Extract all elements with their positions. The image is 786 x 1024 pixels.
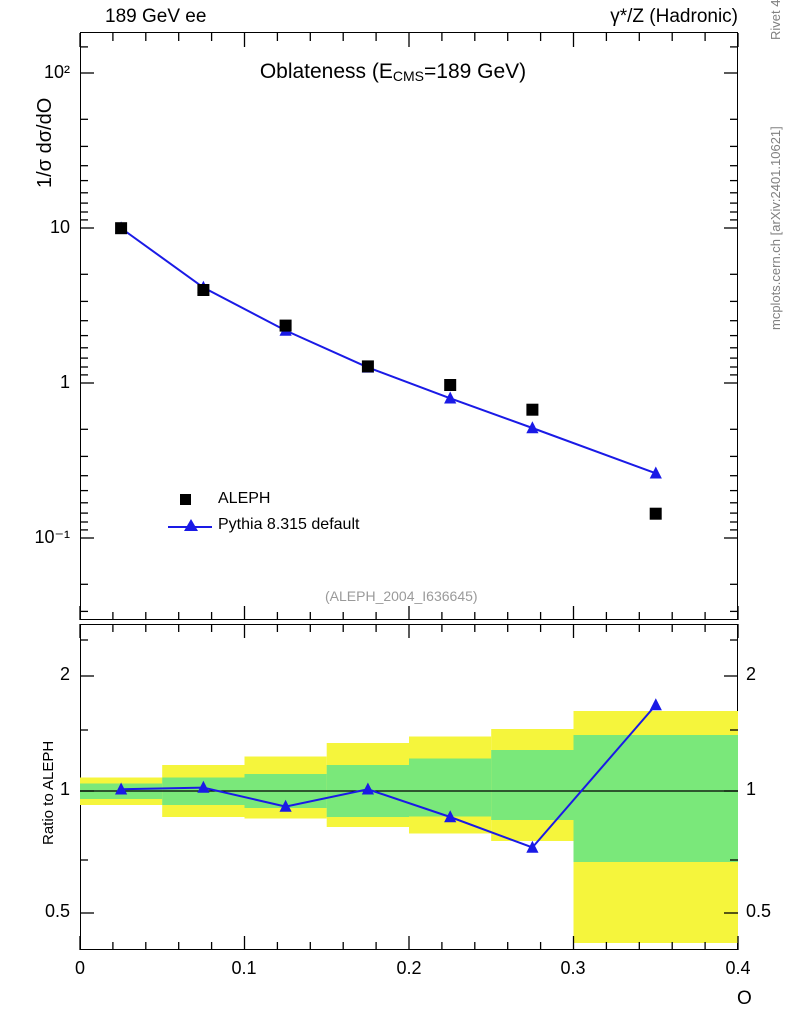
plot-title: Oblateness (ECMS=189 GeV) xyxy=(0,60,786,84)
xtick-0p4: 0.4 xyxy=(725,958,751,978)
ratio-ytick-0p5-right: 0.5 xyxy=(746,901,772,921)
main-axis-ticks xyxy=(79,33,739,620)
legend-square-marker-icon xyxy=(180,494,191,505)
ratio-ytick-1-right: 1 xyxy=(746,779,757,799)
header-right-label: γ*/Z (Hadronic) xyxy=(610,6,738,27)
xtick-0: 0 xyxy=(74,958,85,978)
plot-title-rest: =189 GeV) xyxy=(424,60,527,83)
plot-title-main: Oblateness (E xyxy=(259,60,393,83)
ratio-axis-ticks xyxy=(79,624,739,950)
ratio-markers-pythia xyxy=(115,698,662,853)
plot-title-subscript: CMS xyxy=(392,68,425,84)
ratio-ytick-2-right: 2 xyxy=(746,664,757,684)
main-ytick-0p1: 10⁻¹ xyxy=(34,527,70,547)
analysis-id-watermark: (ALEPH_2004_I636645) xyxy=(325,588,478,604)
legend-label-pythia: Pythia 8.315 default xyxy=(218,516,360,533)
data-markers-aleph xyxy=(115,222,662,520)
ratio-ytick-2-left: 2 xyxy=(59,664,70,684)
main-ytick-100: 10² xyxy=(43,62,70,82)
legend-triangle-marker-icon xyxy=(184,519,198,531)
ratio-ytick-0p5-left: 0.5 xyxy=(44,901,70,921)
header-left-label: 189 GeV ee xyxy=(105,6,207,27)
x-axis-title: O xyxy=(737,988,752,1009)
xtick-0p3: 0.3 xyxy=(560,958,586,978)
xtick-0p2: 0.2 xyxy=(396,958,422,978)
main-ytick-10: 10 xyxy=(49,217,70,237)
legend-label-aleph: ALEPH xyxy=(218,490,271,507)
ratio-ytick-1-left: 1 xyxy=(59,779,70,799)
xtick-0p1: 0.1 xyxy=(231,958,257,978)
main-ytick-1: 1 xyxy=(59,372,70,392)
